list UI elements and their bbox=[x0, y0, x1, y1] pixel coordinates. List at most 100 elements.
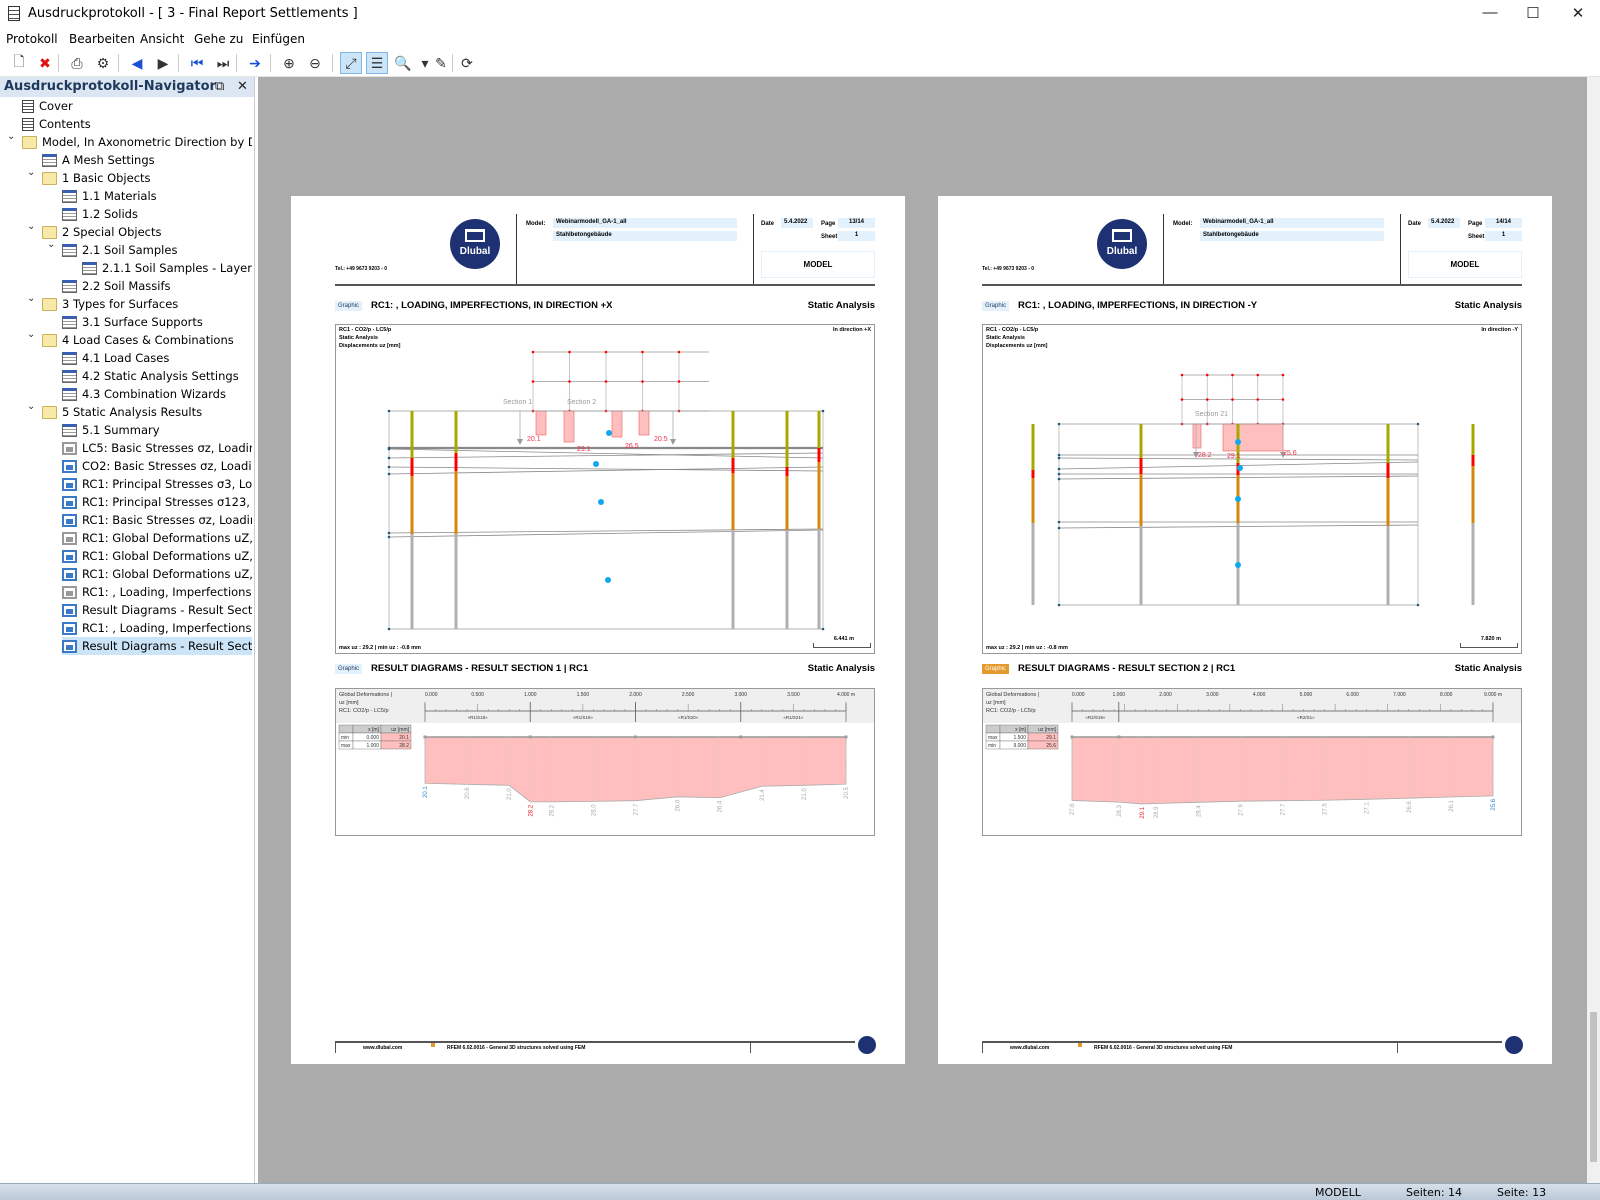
menu-einfuegen[interactable]: Einfügen bbox=[252, 32, 305, 46]
graphic-category: Static Analysis bbox=[807, 300, 875, 311]
tree-item[interactable]: 4.2 Static Analysis Settings bbox=[62, 367, 252, 385]
tree-item[interactable]: 2.2 Soil Massifs bbox=[62, 277, 252, 295]
model-description: Stahlbetongebäude bbox=[553, 231, 737, 241]
tree-item[interactable]: A Mesh Settings bbox=[42, 151, 252, 169]
table-header: x [m] bbox=[368, 727, 379, 733]
dropdown-icon: ▾ bbox=[421, 54, 429, 71]
tree-item[interactable]: 2 Special Objects bbox=[42, 223, 252, 241]
tree-item[interactable]: 1 Basic Objects bbox=[42, 169, 252, 187]
go-to-page-button[interactable]: ➔ bbox=[244, 52, 266, 74]
tree-item[interactable]: Cover bbox=[22, 97, 252, 115]
close-panel-icon[interactable]: ✕ bbox=[237, 79, 248, 94]
report-page: Tel.: +49 9673 9203 - 0 Dlubal Model: Webin… bbox=[938, 196, 1552, 1064]
deformation-value-label: 28.9 bbox=[1154, 806, 1160, 818]
image-icon bbox=[62, 603, 77, 617]
minimize-button[interactable]: — bbox=[1482, 4, 1498, 21]
maximize-button[interactable]: ☐ bbox=[1526, 5, 1540, 22]
tree-item[interactable]: RC1: , Loading, Imperfections, I… bbox=[62, 583, 252, 601]
tree-item[interactable]: Result Diagrams - Result Section … bbox=[62, 637, 252, 655]
deformation-value: 26.5 bbox=[625, 443, 639, 450]
toolbar-separator bbox=[236, 54, 237, 72]
tree-item[interactable]: RC1: Basic Stresses σz, Loading, … bbox=[62, 511, 252, 529]
tree-item[interactable]: 5.1 Summary bbox=[62, 421, 252, 439]
tree-item[interactable]: 1.1 Materials bbox=[62, 187, 252, 205]
menu-ansicht[interactable]: Ansicht bbox=[140, 32, 185, 46]
chevron-down-icon[interactable]: ⌄ bbox=[47, 239, 56, 250]
tree-item[interactable]: RC1: Global Deformations uZ, Loa… bbox=[62, 565, 252, 583]
axis-tick-label: 8.000 bbox=[1440, 692, 1453, 698]
tree-item[interactable]: LC5: Basic Stresses σz, Loading, I… bbox=[62, 439, 252, 457]
deformation-value: 28.2 bbox=[1198, 452, 1212, 459]
tree-item[interactable]: RC1: Principal Stresses σ123, Loa… bbox=[62, 493, 252, 511]
tree-item[interactable]: 1.2 Solids bbox=[62, 205, 252, 223]
select-icon: ☰ bbox=[370, 54, 384, 71]
menu-gehe-zu[interactable]: Gehe zu bbox=[194, 32, 244, 46]
zoom-out-button[interactable]: ⊖ bbox=[304, 52, 326, 74]
diagram-category: Static Analysis bbox=[1454, 663, 1522, 674]
tree-item[interactable]: RC1: Principal Stresses σ3, Loadin… bbox=[62, 475, 252, 493]
chevron-down-icon[interactable]: ⌄ bbox=[27, 221, 36, 232]
last-page-button[interactable]: ⏭ bbox=[212, 52, 234, 74]
tree-item[interactable]: 4.1 Load Cases bbox=[62, 349, 252, 367]
tree-item[interactable]: RC1: , Loading, Imperfections, I… bbox=[62, 619, 252, 637]
tree-item[interactable]: Contents bbox=[22, 115, 252, 133]
tree-item[interactable]: 2.1.1 Soil Samples - Layers bbox=[82, 259, 252, 277]
zoom-in-button[interactable]: ⊕ bbox=[278, 52, 300, 74]
tree-item-label: 3.1 Surface Supports bbox=[82, 315, 203, 329]
menu-bearbeiten[interactable]: Bearbeiten bbox=[69, 32, 135, 46]
axis-tick-label: 5.000 bbox=[1300, 692, 1313, 698]
chevron-down-icon[interactable]: ⌄ bbox=[27, 167, 36, 178]
model-graphic: RC1 - CO2/p - LC5/p Static Analysis Displa… bbox=[335, 324, 875, 654]
print-settings-button[interactable]: ⚙ bbox=[92, 52, 114, 74]
axis-tick-label: 0.000 bbox=[1072, 692, 1085, 698]
tree-item[interactable]: 2.1 Soil Samples bbox=[62, 241, 252, 259]
previous-button[interactable]: ◀ bbox=[126, 52, 148, 74]
float-panel-icon[interactable]: ⧉ bbox=[215, 79, 225, 94]
fit-page-button[interactable]: ⤢ bbox=[340, 52, 362, 74]
first-page-button[interactable]: ⏮ bbox=[186, 52, 208, 74]
scrollbar-thumb[interactable] bbox=[1590, 1012, 1597, 1162]
refresh-button[interactable]: ⟳ bbox=[456, 52, 478, 74]
edit-button[interactable]: ✎ bbox=[430, 52, 452, 74]
tree-item[interactable]: Result Diagrams - Result Section … bbox=[62, 601, 252, 619]
toolbar-separator bbox=[452, 54, 453, 72]
preview-button[interactable]: 🔍 bbox=[392, 52, 414, 74]
result-diagram: Global Deformations | uz [mm] RC1: CO2/p -… bbox=[335, 688, 875, 836]
page-number: 13/14 bbox=[838, 218, 875, 228]
tree-item-label: 1 Basic Objects bbox=[62, 171, 151, 185]
image-icon bbox=[62, 441, 77, 455]
tree-item-label: 2.2 Soil Massifs bbox=[82, 279, 171, 293]
deformation-value-label: 21.4 bbox=[760, 789, 766, 801]
print-button[interactable]: ⎙ bbox=[66, 52, 88, 74]
delete-button[interactable]: ✖ bbox=[34, 52, 56, 74]
section-arrow-icon bbox=[1193, 452, 1199, 458]
deformation-value-label: 28.4 bbox=[1196, 805, 1202, 817]
node-point bbox=[1057, 603, 1061, 607]
tree-item[interactable]: 4 Load Cases & Combinations bbox=[42, 331, 252, 349]
dropdown-button[interactable]: ▾ bbox=[414, 52, 436, 74]
tree-item[interactable]: 5 Static Analysis Results bbox=[42, 403, 252, 421]
select-button[interactable]: ☰ bbox=[366, 52, 388, 74]
deformation-value-label: 26.6 bbox=[1407, 801, 1413, 813]
tree-item[interactable]: RC1: Global Deformations uZ, Loa… bbox=[62, 547, 252, 565]
chevron-down-icon[interactable]: ⌄ bbox=[7, 131, 16, 142]
node-point bbox=[1205, 373, 1209, 377]
table-icon bbox=[62, 243, 77, 257]
chevron-down-icon[interactable]: ⌄ bbox=[27, 329, 36, 340]
tree-item[interactable]: Model, In Axonometric Direction by Defau… bbox=[22, 133, 252, 151]
tree-item[interactable]: 3.1 Surface Supports bbox=[62, 313, 252, 331]
tree-item-label: 3 Types for Surfaces bbox=[62, 297, 179, 311]
vertical-scrollbar[interactable] bbox=[1587, 77, 1600, 1183]
tree-item[interactable]: 3 Types for Surfaces bbox=[42, 295, 252, 313]
next-button[interactable]: ▶ bbox=[152, 52, 174, 74]
chevron-down-icon[interactable]: ⌄ bbox=[27, 293, 36, 304]
tree-item[interactable]: RC1: Global Deformations uZ, Loa… bbox=[62, 529, 252, 547]
image-icon bbox=[62, 639, 77, 653]
tree-item-label: RC1: Global Deformations uZ, Loa… bbox=[82, 567, 252, 581]
open-button[interactable]: 🗋 bbox=[8, 52, 30, 74]
tree-item[interactable]: 4.3 Combination Wizards bbox=[62, 385, 252, 403]
close-button[interactable]: ✕ bbox=[1571, 5, 1585, 22]
menu-protokoll[interactable]: Protokoll bbox=[6, 32, 58, 46]
chevron-down-icon[interactable]: ⌄ bbox=[27, 401, 36, 412]
tree-item[interactable]: CO2: Basic Stresses σz, Loading, … bbox=[62, 457, 252, 475]
